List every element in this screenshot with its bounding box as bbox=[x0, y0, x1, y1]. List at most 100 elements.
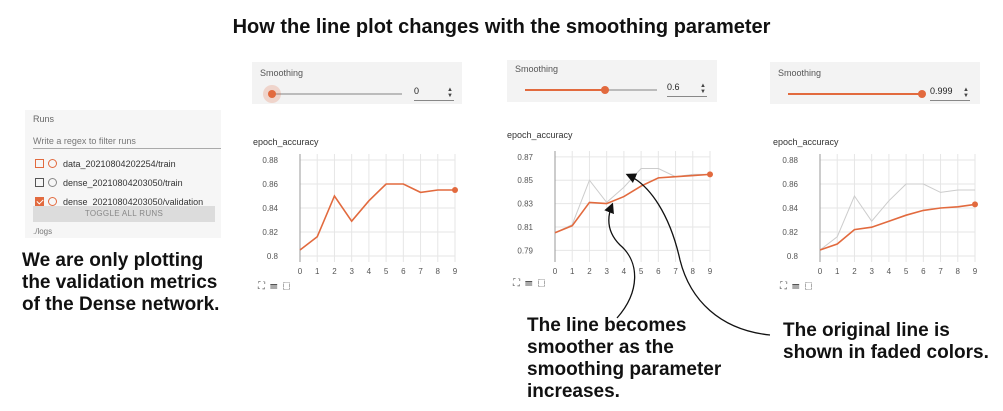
x-tick-label: 2 bbox=[852, 267, 857, 276]
fit-domain-icon[interactable]: ⬚ bbox=[537, 278, 551, 289]
runs-label: Runs bbox=[33, 114, 55, 124]
smoothing-slider-thumb[interactable] bbox=[918, 90, 926, 98]
y-tick-label: 0.81 bbox=[517, 223, 533, 232]
series-line bbox=[554, 173, 711, 234]
y-tick-label: 0.83 bbox=[517, 200, 533, 209]
x-tick-label: 4 bbox=[887, 267, 892, 276]
chart-title: epoch_accuracy bbox=[507, 130, 573, 140]
x-tick-label: 0 bbox=[818, 267, 823, 276]
lines-icon[interactable]: ☰ bbox=[270, 281, 283, 292]
smoothing-label: Smoothing bbox=[778, 68, 822, 78]
run-color-circle-icon[interactable] bbox=[48, 197, 57, 206]
line-chart-smoothing-0.6: 0.79 0.81 0.83 0.85 0.87 0 1 2 3 4 5 6 7 8 9 bbox=[517, 151, 713, 276]
fit-domain-icon[interactable]: ⬚ bbox=[282, 281, 296, 292]
run-color-circle-icon[interactable] bbox=[48, 159, 57, 168]
run-checkbox-checked[interactable] bbox=[35, 197, 44, 206]
y-tick-label: 0.84 bbox=[262, 204, 278, 213]
caption-middle: The line becomes smoother as the smoothi… bbox=[527, 315, 721, 403]
smoothing-value-input[interactable]: 0 ▲ ▼ bbox=[414, 86, 454, 101]
y-tick-label: 0.85 bbox=[517, 176, 533, 185]
toggle-all-runs-button[interactable]: TOGGLE ALL RUNS bbox=[33, 206, 215, 222]
y-tick-label: 0.86 bbox=[782, 180, 798, 189]
x-tick-label: 1 bbox=[570, 267, 575, 276]
arrow-to-faded-line bbox=[625, 173, 771, 336]
caption-line: of the Dense network. bbox=[22, 294, 220, 316]
x-tick-label: 9 bbox=[708, 267, 713, 276]
x-tick-label: 2 bbox=[332, 267, 337, 276]
runs-panel: Runs Write a regex to filter runs data_2… bbox=[25, 110, 221, 238]
spinner-arrows-icon[interactable]: ▲ ▼ bbox=[963, 87, 969, 99]
caption-right: The original line is shown in faded colo… bbox=[783, 320, 989, 364]
fullscreen-icon[interactable]: ⛶ bbox=[258, 281, 270, 292]
caption-line: The original line is bbox=[783, 320, 950, 341]
spinner-arrows-icon[interactable]: ▲ ▼ bbox=[700, 83, 706, 95]
x-tick-label: 3 bbox=[604, 267, 609, 276]
figure-title: How the line plot changes with the smoot… bbox=[232, 16, 771, 38]
run-name: dense_20210804203050/train bbox=[63, 177, 183, 188]
run-list: data_20210804202254/train dense_20210804… bbox=[35, 154, 203, 211]
chart-title: epoch_accuracy bbox=[253, 137, 319, 147]
last-point-marker bbox=[972, 201, 978, 208]
log-directory: ./logs bbox=[33, 227, 53, 236]
run-name: dense_20210804203050/validation bbox=[63, 196, 204, 207]
fullscreen-icon[interactable]: ⛶ bbox=[780, 281, 792, 292]
last-point-marker bbox=[452, 187, 458, 193]
x-tick-label: 6 bbox=[921, 267, 926, 276]
smoothing-label: Smoothing bbox=[260, 68, 304, 78]
smoothing-slider-thumb[interactable] bbox=[268, 90, 276, 98]
run-checkbox[interactable] bbox=[35, 178, 44, 187]
x-tick-label: 5 bbox=[639, 267, 644, 276]
last-point-marker bbox=[707, 171, 713, 178]
x-tick-label: 7 bbox=[418, 267, 423, 276]
smoothing-control-1: Smoothing 0 ▲ ▼ bbox=[252, 62, 462, 104]
caption-line: smoothing parameter bbox=[527, 359, 722, 381]
x-tick-label: 4 bbox=[622, 267, 627, 276]
y-tick-label: 0.87 bbox=[517, 153, 533, 162]
y-tick-label: 0.86 bbox=[262, 180, 278, 189]
smoothing-slider-track[interactable] bbox=[270, 93, 402, 95]
x-tick-label: 7 bbox=[938, 267, 943, 276]
y-tick-label: 0.8 bbox=[267, 252, 279, 261]
x-tick-label: 1 bbox=[835, 267, 840, 276]
run-checkbox[interactable] bbox=[35, 159, 44, 168]
x-tick-label: 1 bbox=[315, 267, 320, 276]
arrow-to-smoothed-line bbox=[604, 202, 636, 319]
x-tick-label: 5 bbox=[384, 267, 389, 276]
lines-icon[interactable]: ☰ bbox=[792, 281, 805, 292]
fit-domain-icon[interactable]: ⬚ bbox=[804, 281, 818, 292]
y-tick-label: 0.88 bbox=[782, 156, 798, 165]
smoothing-slider-thumb[interactable] bbox=[601, 86, 609, 94]
smoothing-label: Smoothing bbox=[515, 64, 559, 74]
smoothing-control-2: Smoothing 0.6 ▲ ▼ bbox=[507, 60, 717, 102]
x-tick-label: 0 bbox=[298, 267, 303, 276]
x-tick-label: 7 bbox=[673, 267, 678, 276]
run-item[interactable]: data_20210804202254/train bbox=[35, 154, 203, 173]
smoothing-slider-fill bbox=[525, 89, 604, 91]
x-tick-label: 6 bbox=[656, 267, 661, 276]
smoothing-value-input[interactable]: 0.999 ▲ ▼ bbox=[930, 86, 970, 101]
smoothing-slider-fill bbox=[788, 93, 920, 95]
lines-icon[interactable]: ☰ bbox=[525, 278, 538, 289]
smoothing-value-input[interactable]: 0.6 ▲ ▼ bbox=[667, 82, 707, 97]
run-item[interactable]: dense_20210804203050/validation bbox=[35, 192, 203, 211]
x-tick-label: 4 bbox=[367, 267, 372, 276]
series-line bbox=[299, 183, 455, 251]
run-item[interactable]: dense_20210804203050/train bbox=[35, 173, 203, 192]
chart-toolbar: ⛶☰⬚ bbox=[258, 281, 295, 292]
x-tick-label: 3 bbox=[869, 267, 874, 276]
run-name: data_20210804202254/train bbox=[63, 158, 176, 169]
line-chart-smoothing-0: 0.8 0.82 0.84 0.86 0.88 0 1 2 3 4 5 6 7 8 9 bbox=[262, 154, 458, 276]
fullscreen-icon[interactable]: ⛶ bbox=[513, 278, 525, 289]
spinner-arrows-icon[interactable]: ▲ ▼ bbox=[447, 87, 453, 99]
x-tick-label: 6 bbox=[401, 267, 406, 276]
smoothing-control-3: Smoothing 0.999 ▲ ▼ bbox=[770, 62, 980, 104]
caption-line: shown in faded colors. bbox=[783, 342, 989, 364]
run-color-circle-icon[interactable] bbox=[48, 178, 57, 187]
caption-line: The line becomes bbox=[527, 315, 687, 336]
y-tick-label: 0.88 bbox=[262, 156, 278, 165]
smoothing-value: 0.999 bbox=[930, 86, 953, 96]
run-filter-input[interactable]: Write a regex to filter runs bbox=[33, 136, 221, 149]
chart-toolbar: ⛶☰⬚ bbox=[780, 281, 817, 292]
caption-line: smoother as the bbox=[527, 337, 674, 359]
